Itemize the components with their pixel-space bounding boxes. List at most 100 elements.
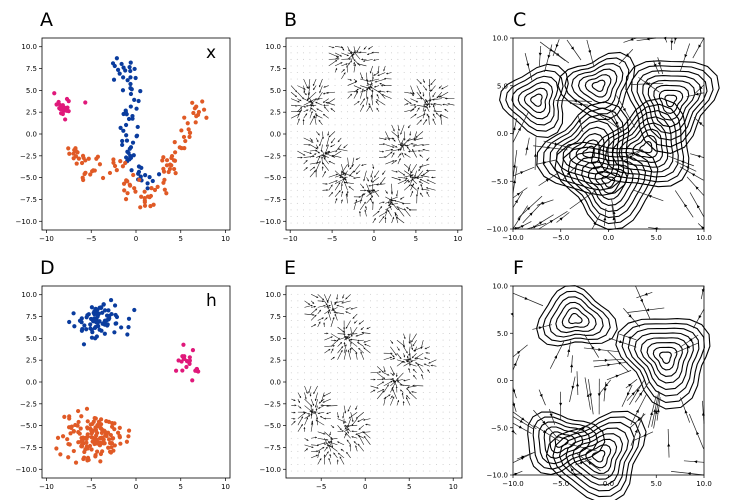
grid-dot [449,438,450,439]
grid-dot [448,72,449,73]
scatter-point [200,99,204,103]
scatter-point [90,305,94,309]
grid-dot [377,320,378,321]
grid-dot [449,412,450,413]
grid-dot [429,399,430,400]
vector-arrow-head [304,106,306,108]
grid-dot [448,124,449,125]
grid-dot [449,392,450,393]
grid-dot [291,346,292,347]
scatter-point [94,428,98,432]
grid-dot [423,294,424,295]
grid-dot [436,405,437,406]
vector-arrow-head [305,397,307,399]
vector-arrow-head [383,143,385,145]
streamline [567,40,581,60]
scatter-point [134,107,138,111]
grid-dot [377,300,378,301]
grid-dot [448,177,449,178]
scatter-point [80,444,84,448]
scatter-point [100,449,104,453]
x-tick-label: −10.0 [502,480,523,488]
streamline-arrow [670,41,673,44]
grid-dot [360,124,361,125]
grid-dot [456,327,457,328]
vector-arrow-head [426,352,428,354]
vector-arrow-head [359,211,361,213]
grid-dot [322,223,323,224]
scatter-point [194,105,198,109]
streamline [513,118,517,135]
grid-dot [436,333,437,334]
grid-dot [304,359,305,360]
grid-dot [403,425,404,426]
grid-dot [435,144,436,145]
vector-arrow-head [342,302,344,304]
vector-arrow-head [326,183,328,185]
grid-dot [410,294,411,295]
grid-dot [317,353,318,354]
scatter-point [127,65,131,69]
grid-dot [337,366,338,367]
grid-dot [404,65,405,66]
grid-dot [377,438,378,439]
grid-dot [353,216,354,217]
grid-dot [449,471,450,472]
grid-dot [390,457,391,458]
grid-dot [335,223,336,224]
scatter-point [128,82,132,86]
streamline-arrow [684,54,687,57]
grid-dot [403,431,404,432]
streamline-arrow [517,193,520,196]
grid-dot [449,320,450,321]
scatter-point [125,332,129,336]
grid-dot [385,59,386,60]
scatter-point [71,311,75,315]
grid-dot [449,451,450,452]
grid-dot [443,405,444,406]
grid-dot [429,464,430,465]
grid-dot [311,333,312,334]
grid-dot [291,79,292,80]
grid-dot [441,46,442,47]
grid-dot [404,72,405,73]
grid-dot [291,359,292,360]
scatter-point [180,368,184,372]
scatter-point [113,303,117,307]
scatter-point [82,172,86,176]
grid-dot [291,170,292,171]
grid-dot [341,85,342,86]
vector-arrow-head [341,184,343,186]
scatter-point [123,161,127,165]
streamline-arrow [605,359,608,362]
grid-dot [335,216,336,217]
grid-dot [317,346,318,347]
grid-dot [379,131,380,132]
grid-dot [363,307,364,308]
vector-arrow-head [334,302,336,304]
grid-dot [383,333,384,334]
streamline [513,206,528,229]
scatter-point [130,114,134,118]
grid-dot [416,307,417,308]
scatter-point [112,427,116,431]
grid-dot [303,203,304,204]
grid-dot [410,46,411,47]
scatter-point [98,328,102,332]
grid-dot [297,294,298,295]
grid-dot [291,164,292,165]
streamline [525,53,532,80]
grid-dot [403,313,404,314]
scatter-point [179,128,183,132]
vector-arrow-head [326,189,328,191]
scatter-point [173,159,177,163]
streamline [694,85,704,94]
grid-dot [353,111,354,112]
grid-dot [410,300,411,301]
grid-dot [303,46,304,47]
grid-dot [448,46,449,47]
scatter-point [102,302,106,306]
grid-dot [311,464,312,465]
grid-dot [391,105,392,106]
y-tick-label: −5.0 [491,424,508,432]
